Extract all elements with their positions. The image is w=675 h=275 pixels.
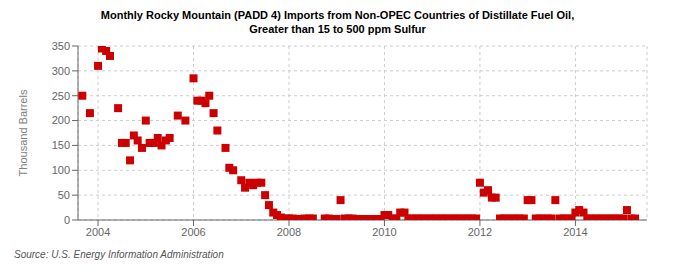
svg-text:2008: 2008 [277,226,301,238]
svg-text:2006: 2006 [181,226,205,238]
svg-text:2004: 2004 [86,226,110,238]
svg-text:Thousand Barrels: Thousand Barrels [17,89,29,176]
svg-text:300: 300 [52,65,70,77]
html-text:Source: U.S. Energy Informatio: Source: U.S. Energy Information Administ… [14,249,224,260]
svg-text:50: 50 [58,189,70,201]
svg-text:200: 200 [52,114,70,126]
html-text:Monthly Rocky Mountain (PADD 4: Monthly Rocky Mountain (PADD 4) Imports … [100,9,575,21]
svg-text:2014: 2014 [563,226,587,238]
svg-text:2010: 2010 [372,226,396,238]
svg-text:0: 0 [64,214,70,226]
svg-text:150: 150 [52,139,70,151]
svg-text:2012: 2012 [468,226,492,238]
svg-text:250: 250 [52,90,70,102]
html-text:Greater than 15 to 500 ppm Sul: Greater than 15 to 500 ppm Sulfur [249,23,426,35]
svg-text:350: 350 [52,40,70,52]
svg-text:100: 100 [52,164,70,176]
